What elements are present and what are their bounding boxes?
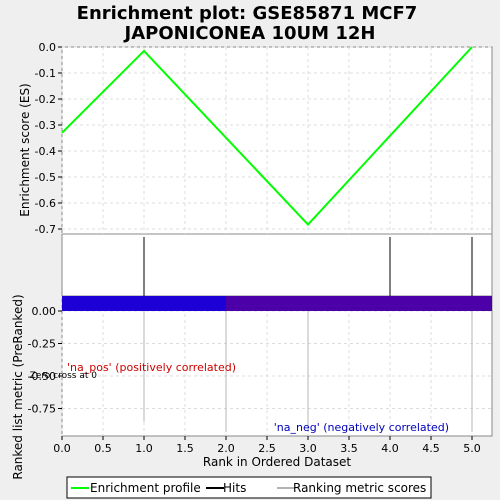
legend-label: Hits <box>223 481 246 495</box>
x-tick-label: 1.5 <box>176 442 194 455</box>
legend-label: Ranking metric scores <box>293 481 426 495</box>
chart-title-line-2: JAPONICONEA 10UM 12H <box>123 23 376 44</box>
x-tick-label: 2.0 <box>217 442 235 455</box>
neg-correlated-label: 'na_neg' (negatively correlated) <box>274 421 449 434</box>
gradient-bar-negative <box>226 296 492 311</box>
gradient-bar-positive <box>62 296 226 311</box>
rank-y-tick-label: -0.50 <box>28 370 56 383</box>
es-y-tick-label: -0.7 <box>35 223 56 236</box>
rank-y-axis-label: Ranked list metric (PreRanked) <box>11 294 25 479</box>
x-tick-label: 0.5 <box>94 442 112 455</box>
es-y-tick-label: -0.5 <box>35 171 56 184</box>
x-tick-label: 4.0 <box>381 442 399 455</box>
es-y-tick-label: 0.0 <box>39 41 57 54</box>
es-y-axis-label: Enrichment score (ES) <box>18 83 32 216</box>
x-tick-label: 1.0 <box>135 442 153 455</box>
x-tick-label: 2.5 <box>258 442 276 455</box>
rank-y-axis: 0.00 -0.25 -0.50 -0.75 <box>28 305 62 416</box>
x-tick-label: 3.0 <box>299 442 317 455</box>
es-y-axis: 0.0 -0.1 -0.2 -0.3 -0.4 -0.5 -0.6 -0.7 <box>35 41 62 236</box>
x-axis: 0.0 0.5 1.0 1.5 2.0 2.5 3.0 3.5 4.0 4.5 5.0 <box>53 436 481 455</box>
rank-y-tick-label: -0.25 <box>28 338 56 351</box>
chart-title-line-1: Enrichment plot: GSE85871 MCF7 <box>77 3 418 24</box>
x-tick-label: 0.0 <box>53 442 71 455</box>
es-y-tick-label: -0.2 <box>35 93 56 106</box>
rank-y-tick-label: -0.75 <box>28 403 56 416</box>
x-axis-label: Rank in Ordered Dataset <box>203 455 351 469</box>
gradient-bar <box>62 296 492 311</box>
hits-panel <box>62 234 492 296</box>
es-panel <box>62 47 492 234</box>
es-y-tick-label: -0.4 <box>35 145 56 158</box>
es-y-tick-label: -0.1 <box>35 67 56 80</box>
legend-label: Enrichment profile <box>90 481 201 495</box>
x-tick-label: 3.5 <box>340 442 358 455</box>
rank-y-tick-label: 0.00 <box>32 305 57 318</box>
x-tick-label: 5.0 <box>463 442 481 455</box>
es-y-tick-label: -0.3 <box>35 119 56 132</box>
es-y-tick-label: -0.6 <box>35 197 56 210</box>
x-tick-label: 4.5 <box>422 442 440 455</box>
